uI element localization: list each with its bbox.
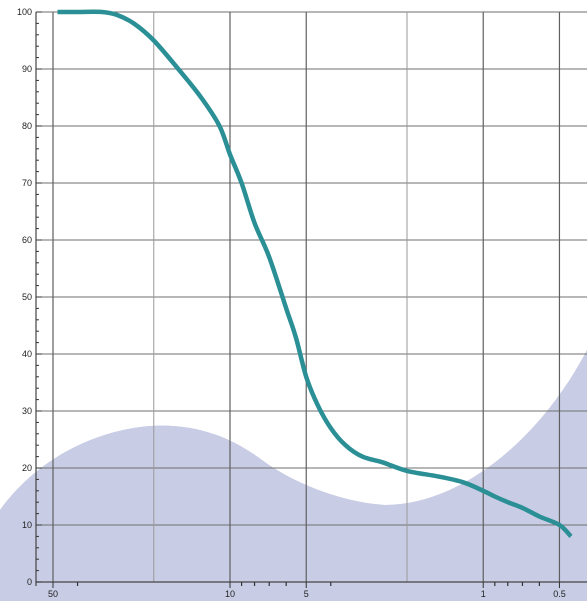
y-tick-label: 20 bbox=[22, 463, 32, 473]
x-tick-labels: 50 10 5 1 0.5 bbox=[48, 589, 566, 599]
y-tick-marks bbox=[36, 11, 42, 583]
background-shapes bbox=[0, 350, 587, 601]
y-tick-label: 100 bbox=[17, 7, 32, 17]
x-tick-marks bbox=[52, 582, 560, 588]
x-tick-label: 1 bbox=[481, 589, 486, 599]
y-tick-label: 30 bbox=[22, 406, 32, 416]
y-tick-label: 90 bbox=[22, 64, 32, 74]
x-tick-label: 50 bbox=[48, 589, 58, 599]
y-tick-labels: 0 10 20 30 40 50 60 70 80 90 100 bbox=[17, 7, 32, 587]
x-tick-label: 10 bbox=[225, 589, 235, 599]
series-line bbox=[57, 9, 573, 538]
y-tick-label: 10 bbox=[22, 520, 32, 530]
y-tick-label: 50 bbox=[22, 292, 32, 302]
y-tick-label: 80 bbox=[22, 121, 32, 131]
y-tick-label: 0 bbox=[27, 577, 32, 587]
background-wave-shape bbox=[0, 350, 587, 601]
y-tick-label: 60 bbox=[22, 235, 32, 245]
y-tick-label: 40 bbox=[22, 349, 32, 359]
x-gridlines bbox=[52, 12, 561, 582]
y-tick-label: 70 bbox=[22, 178, 32, 188]
x-tick-label: 0.5 bbox=[553, 589, 566, 599]
x-tick-label: 5 bbox=[304, 589, 309, 599]
series-group bbox=[57, 9, 573, 538]
